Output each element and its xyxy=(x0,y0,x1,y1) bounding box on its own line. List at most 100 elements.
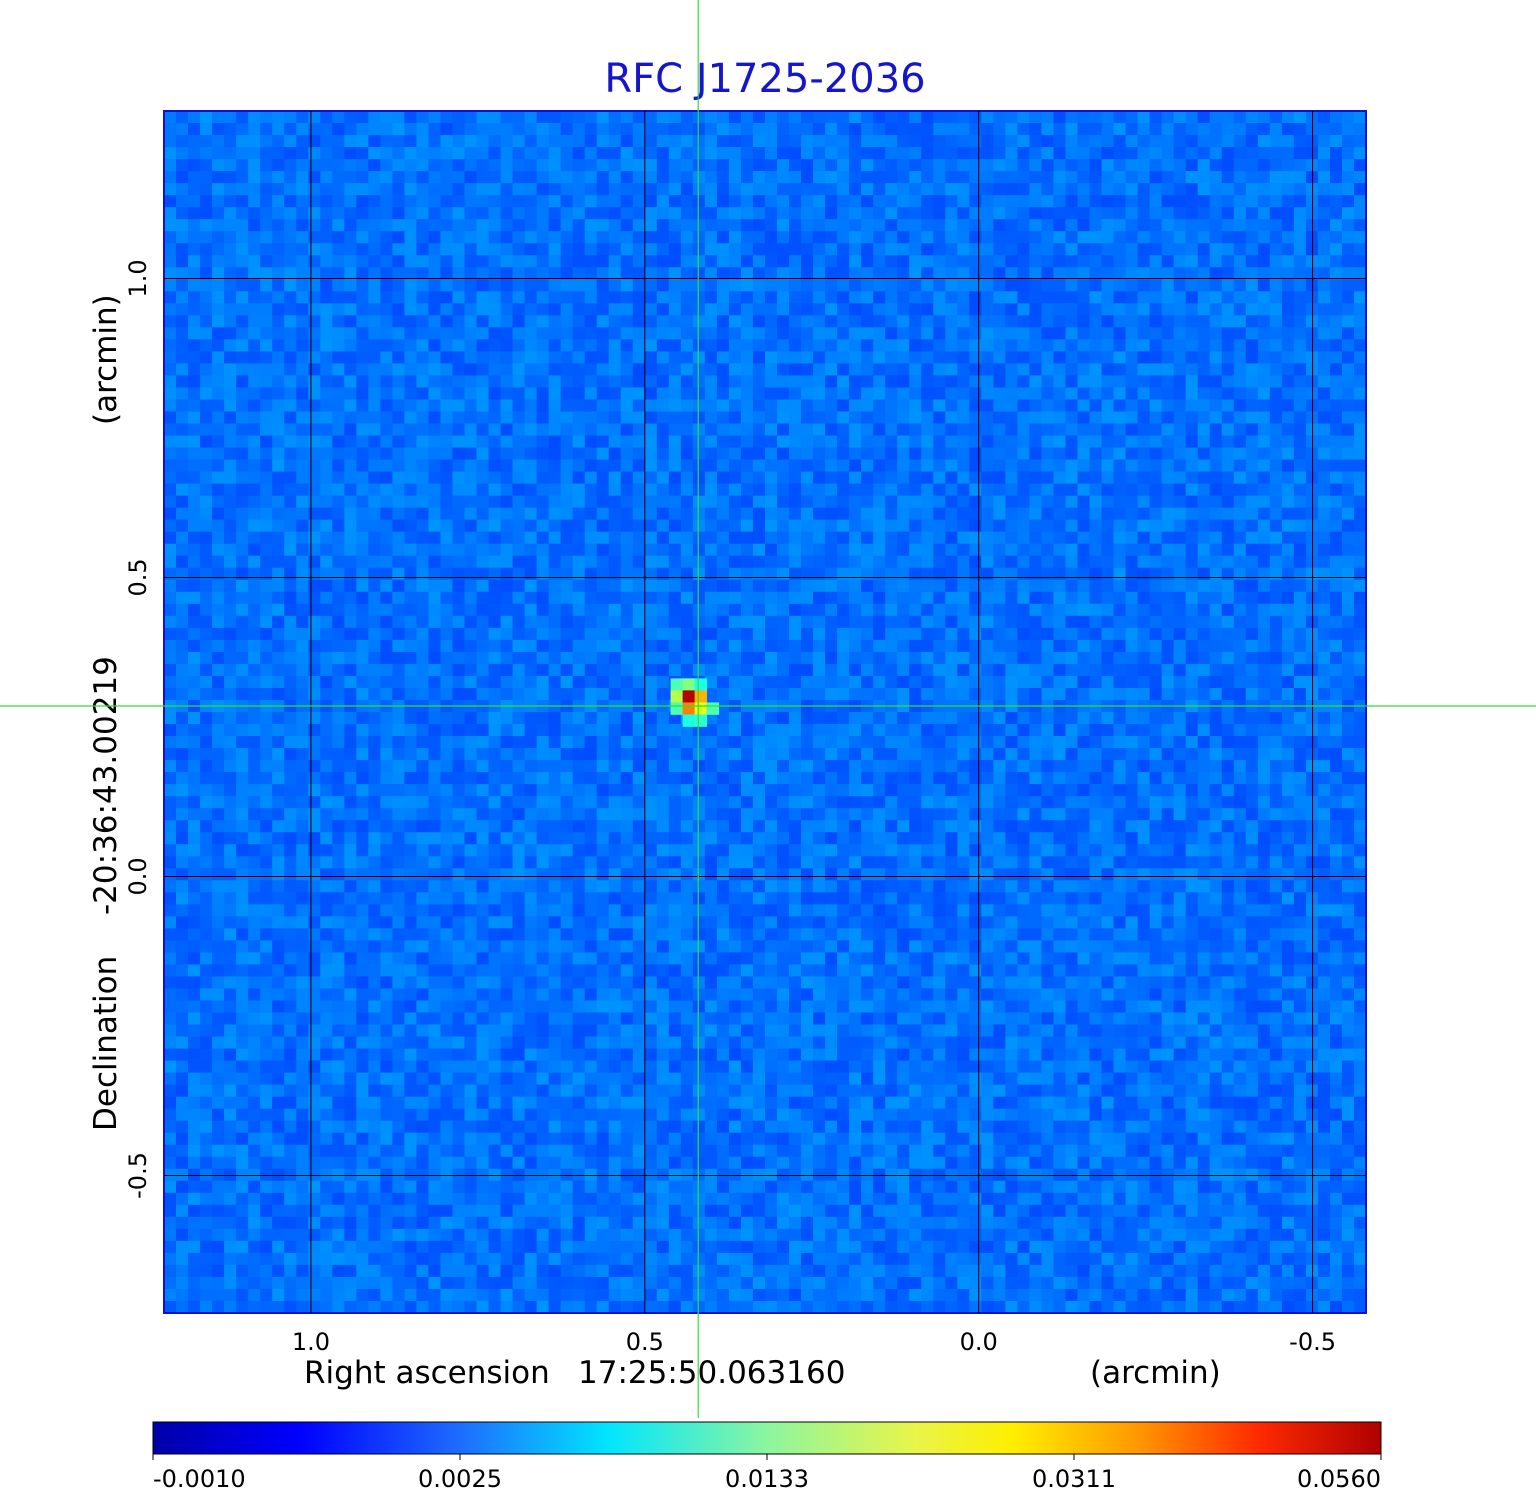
heatmap-cell xyxy=(837,291,850,304)
heatmap-cell xyxy=(500,531,513,545)
heatmap-cell xyxy=(1017,147,1030,160)
heatmap-cell xyxy=(692,243,706,256)
heatmap-cell xyxy=(740,303,754,316)
heatmap-cell xyxy=(548,663,562,677)
heatmap-cell xyxy=(1269,123,1283,136)
heatmap-cell xyxy=(644,171,658,184)
heatmap-cell xyxy=(1293,663,1307,677)
heatmap-cell xyxy=(416,543,429,557)
heatmap-cell xyxy=(945,207,958,220)
heatmap-cell xyxy=(789,675,802,689)
heatmap-cell xyxy=(1245,159,1259,172)
heatmap-cell xyxy=(837,279,850,292)
heatmap-cell xyxy=(1113,147,1126,160)
heatmap-cell xyxy=(813,123,826,136)
heatmap-cell xyxy=(188,267,201,280)
heatmap-cell xyxy=(1209,207,1223,220)
heatmap-cell xyxy=(1269,411,1283,424)
heatmap-cell xyxy=(945,387,958,400)
heatmap-cell xyxy=(620,567,634,581)
heatmap-cell xyxy=(464,111,477,124)
heatmap-cell xyxy=(512,195,525,208)
heatmap-cell xyxy=(632,183,646,196)
heatmap-cell xyxy=(452,675,465,689)
heatmap-cell xyxy=(1185,423,1199,436)
heatmap-cell xyxy=(801,111,814,124)
heatmap-cell xyxy=(404,123,417,136)
heatmap-cell xyxy=(644,639,658,653)
heatmap-cell xyxy=(1113,663,1126,677)
heatmap-cell xyxy=(200,159,213,172)
heatmap-cell xyxy=(272,219,285,232)
heatmap-cell xyxy=(332,639,345,653)
heatmap-cell xyxy=(164,435,177,448)
heatmap-cell xyxy=(680,639,694,653)
heatmap-cell xyxy=(740,243,754,256)
heatmap-cell xyxy=(1257,603,1271,617)
heatmap-cell xyxy=(1257,231,1271,244)
heatmap-cell xyxy=(620,531,634,545)
heatmap-cell xyxy=(885,507,898,521)
heatmap-cell xyxy=(1173,255,1187,268)
heatmap-cell xyxy=(1149,435,1163,448)
heatmap-cell xyxy=(1125,183,1139,196)
heatmap-cell xyxy=(909,219,922,232)
heatmap-cell xyxy=(1137,399,1151,412)
heatmap-cell xyxy=(308,567,321,581)
heatmap-cell xyxy=(921,231,934,244)
heatmap-cell xyxy=(308,231,321,244)
heatmap-cell xyxy=(1065,243,1078,256)
heatmap-cell xyxy=(1341,219,1355,232)
heatmap-cell xyxy=(1209,543,1223,557)
heatmap-cell xyxy=(332,567,345,581)
heatmap-cell xyxy=(248,135,261,148)
heatmap-cell xyxy=(789,447,802,460)
heatmap-cell xyxy=(1065,543,1078,557)
heatmap-cell xyxy=(176,291,189,304)
heatmap-cell xyxy=(596,315,610,328)
heatmap-cell xyxy=(284,159,297,172)
heatmap-cell xyxy=(933,135,946,148)
heatmap-cell xyxy=(596,615,610,629)
heatmap-cell xyxy=(668,591,682,605)
heatmap-cell xyxy=(536,543,550,557)
heatmap-cell xyxy=(825,315,838,328)
heatmap-cell xyxy=(1197,387,1211,400)
heatmap-cell xyxy=(428,291,441,304)
heatmap-cell xyxy=(380,363,393,376)
heatmap-cell xyxy=(416,447,429,460)
heatmap-cell xyxy=(392,267,405,280)
heatmap-cell xyxy=(933,471,946,485)
heatmap-cell xyxy=(536,351,550,364)
heatmap-cell xyxy=(404,243,417,256)
heatmap-cell xyxy=(212,615,225,629)
heatmap-cell xyxy=(969,483,982,497)
heatmap-cell xyxy=(1197,291,1211,304)
heatmap-cell xyxy=(560,339,574,352)
heatmap-cell xyxy=(524,519,538,533)
heatmap-cell xyxy=(1041,411,1054,424)
heatmap-cell xyxy=(1161,183,1175,196)
heatmap-cell xyxy=(320,543,333,557)
heatmap-cell xyxy=(236,663,249,677)
heatmap-cell xyxy=(728,447,742,460)
heatmap-cell xyxy=(1173,399,1187,412)
heatmap-cell xyxy=(584,663,598,677)
heatmap-cell xyxy=(500,471,513,485)
heatmap-cell xyxy=(236,507,249,521)
heatmap-cell xyxy=(680,591,694,605)
heatmap-cell xyxy=(1029,591,1042,605)
heatmap-cell xyxy=(308,207,321,220)
heatmap-cell xyxy=(1017,291,1030,304)
heatmap-cell xyxy=(1269,627,1283,641)
heatmap-cell xyxy=(500,675,513,689)
heatmap-cell xyxy=(1173,339,1187,352)
heatmap-cell xyxy=(248,375,261,388)
heatmap-cell xyxy=(1269,291,1283,304)
heatmap-cell xyxy=(813,231,826,244)
heatmap-cell xyxy=(1065,111,1078,124)
heatmap-cell xyxy=(416,531,429,545)
heatmap-cell xyxy=(909,423,922,436)
heatmap-cell xyxy=(873,291,886,304)
heatmap-cell xyxy=(296,459,309,472)
